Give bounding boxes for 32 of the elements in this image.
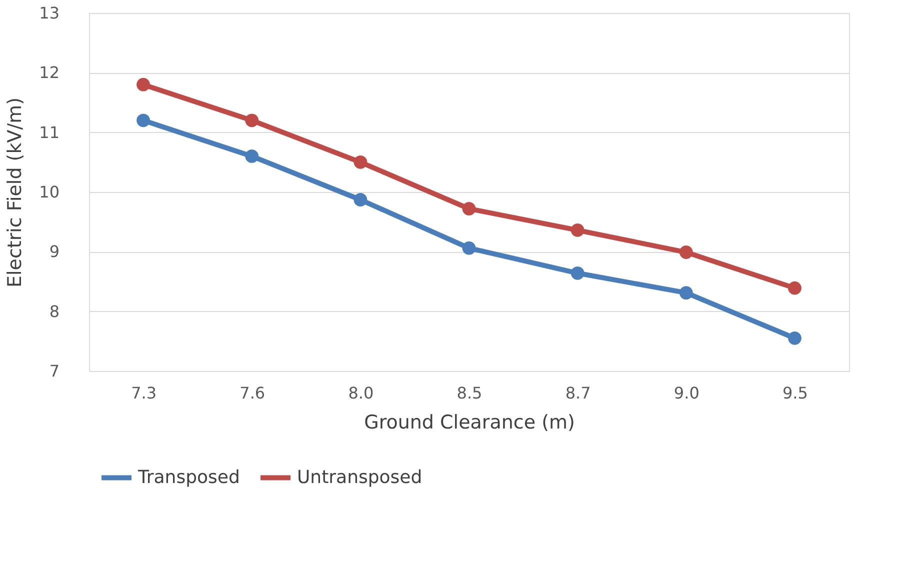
point	[462, 202, 476, 216]
point	[354, 193, 368, 206]
point	[136, 114, 150, 128]
y-tick-label: 9	[49, 242, 60, 262]
point	[462, 241, 476, 255]
x-tick-label: 7.6	[240, 384, 266, 402]
point	[136, 78, 150, 92]
y-axis-title: Electric Field (kV/m)	[4, 97, 26, 288]
x-tick-label: 8.7	[565, 384, 591, 402]
x-tick-label: 9.5	[782, 384, 808, 402]
legend-label: Untransposed	[297, 466, 422, 488]
x-tick-label: 7.3	[131, 384, 157, 402]
point	[679, 286, 693, 300]
x-tick-label: 8.0	[348, 384, 374, 402]
y-tick-label: 12	[39, 63, 60, 82]
legend-label: Transposed	[137, 466, 240, 488]
point	[570, 266, 584, 280]
y-tick-label: 11	[39, 122, 60, 142]
point	[788, 281, 802, 295]
y-tick-label: 10	[39, 182, 60, 202]
point	[788, 331, 802, 345]
point	[679, 246, 693, 259]
point	[245, 114, 259, 128]
x-tick-label: 9.0	[674, 384, 700, 402]
point	[245, 150, 259, 163]
y-tick-label: 13	[39, 4, 60, 22]
y-tick-label: 8	[49, 302, 60, 321]
point	[570, 223, 584, 237]
point	[354, 155, 368, 169]
x-axis-title: Ground Clearance (m)	[364, 412, 575, 434]
x-tick-label: 8.5	[456, 384, 482, 402]
y-tick-label: 7	[49, 362, 60, 380]
